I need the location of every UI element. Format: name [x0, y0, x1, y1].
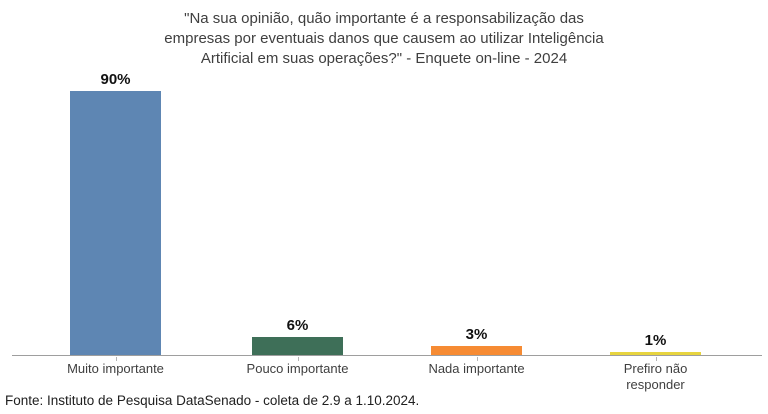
value-label: 1% — [644, 331, 667, 349]
category-label: Muito importante — [67, 361, 164, 376]
bar-group-muito-importante: 90% Muito importante — [67, 0, 164, 376]
chart-title-line: Artificial em suas operações?" - Enquete… — [200, 50, 568, 67]
chart-title-line: "Na sua opinião, quão importante é a res… — [184, 10, 584, 27]
bar-pouco-importante[interactable] — [252, 337, 343, 355]
axis-tick — [476, 356, 478, 361]
value-label: 6% — [286, 317, 309, 335]
chart-title-line: empresas por eventuais danos que causem … — [164, 30, 604, 47]
category-label: Nada importante — [428, 361, 525, 376]
plot-area: 90% Muito importante 6% Pouco importante… — [12, 0, 762, 392]
bar-group-prefiro-nao-responder: 1% Prefiro não responder — [610, 0, 701, 392]
value-label: 3% — [465, 326, 488, 344]
category-label: Pouco importante — [246, 361, 349, 376]
bar-prefiro-nao-responder[interactable] — [610, 351, 701, 355]
bar-group-pouco-importante: 6% Pouco importante — [247, 0, 349, 376]
axis-tick — [655, 356, 657, 361]
value-label: 90% — [100, 71, 131, 88]
bar-group-nada-importante: 3% Nada importante — [428, 0, 524, 376]
bar-nada-importante[interactable] — [431, 346, 522, 355]
category-label: Prefiro não responder — [623, 361, 688, 392]
bar-muito-importante[interactable] — [70, 91, 161, 355]
axis-tick — [115, 356, 117, 361]
chart-title: "Na sua opinião, quão importante é a res… — [0, 9, 768, 69]
axis-tick — [297, 356, 299, 361]
source-note: Fonte: Instituto de Pesquisa DataSenado … — [5, 393, 420, 408]
